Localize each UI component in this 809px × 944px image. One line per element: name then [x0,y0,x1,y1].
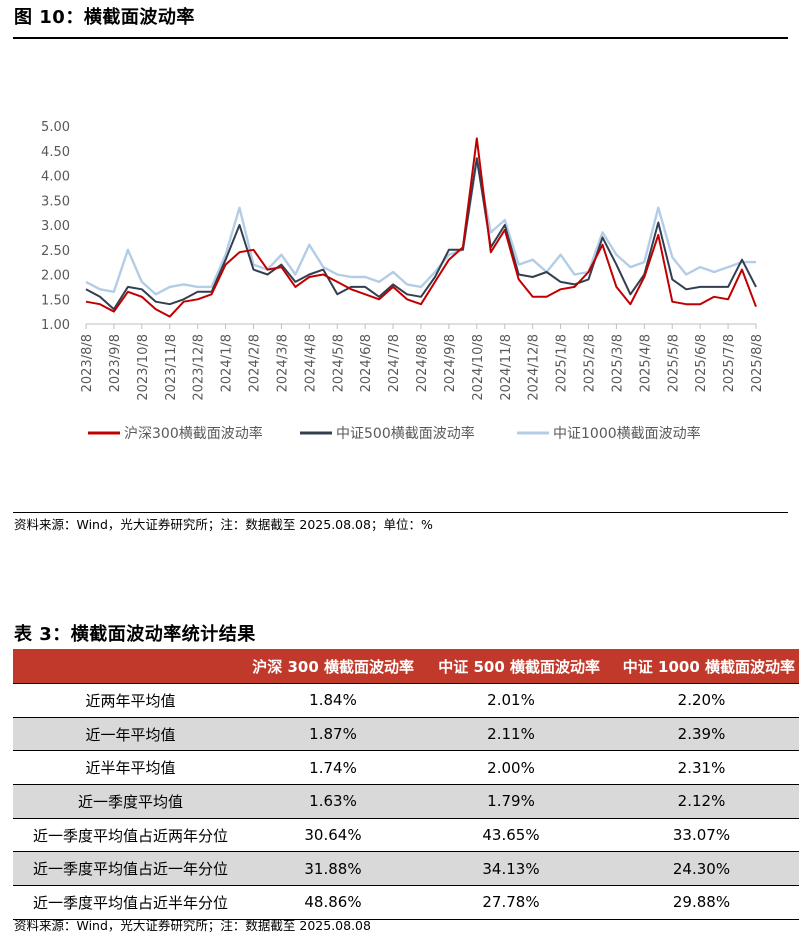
y-tick-label: 2.00 [41,269,70,284]
value-cell: 2.31% [604,750,799,785]
x-tick-label: 2023/8/8 [80,334,95,392]
x-tick-label: 2025/8/8 [750,334,765,392]
x-tick-label: 2025/6/8 [694,334,709,392]
x-tick-label: 2023/11/8 [164,334,179,401]
value-cell: 24.30% [604,851,799,886]
x-tick-label: 2023/10/8 [136,334,151,401]
x-tick-label: 2025/4/8 [638,334,653,392]
x-tick-label: 2025/5/8 [666,334,681,392]
table-row: 近一季度平均值 1.63% 1.79% 2.12% [13,784,799,819]
value-cell: 2.01% [418,683,604,718]
x-tick-label: 2024/1/8 [220,334,235,392]
value-cell: 31.88% [248,851,418,886]
y-tick-label: 4.50 [41,145,70,160]
value-cell: 1.79% [418,784,604,819]
x-tick-label: 2023/9/8 [108,334,123,392]
value-cell: 2.11% [418,716,604,751]
table-row: 近一季度平均值占近半年分位 48.86% 27.78% 29.88% [13,885,799,920]
header-zz500: 中证 500 横截面波动率 [418,649,604,684]
value-cell: 1.74% [248,750,418,785]
value-cell: 1.87% [248,716,418,751]
y-tick-label: 2.50 [41,244,70,259]
table-row: 近两年平均值 1.84% 2.01% 2.20% [13,683,799,718]
legend-label: 沪深300横截面波动率 [124,425,263,442]
x-axis: 2023/8/8 2023/9/8 2023/10/8 2023/11/8 2023/1… [80,323,765,401]
value-cell: 2.39% [604,716,799,751]
figure-source: 资料来源：Wind，光大证券研究所；注：数据截至 2025.08.08；单位：% [14,517,433,532]
header-hs300: 沪深 300 横截面波动率 [248,649,418,684]
row-label-cell: 近半年平均值 [13,750,248,785]
y-tick-label: 4.00 [41,170,70,185]
row-label-cell: 近一季度平均值占近一年分位 [13,851,248,886]
table-source: 资料来源：Wind，光大证券研究所；注：数据截至 2025.08.08 [14,918,371,933]
y-tick-label: 3.50 [41,194,70,209]
x-tick-label: 2024/10/8 [471,334,486,401]
row-label-cell: 近一季度平均值占近两年分位 [13,817,248,852]
volatility-line-chart: 5.00 4.50 4.00 3.50 3.00 2.50 2.00 1.50 1.00 202… [41,120,765,442]
y-tick-label: 3.00 [41,219,70,234]
series-line-2 [85,159,756,296]
x-tick-label: 2024/2/8 [248,334,263,392]
y-tick-label: 5.00 [41,120,70,135]
stats-table: 沪深 300 横截面波动率 中证 500 横截面波动率 中证 1000 横截面波… [13,649,799,920]
table-body: 近两年平均值 1.84% 2.01% 2.20% 近一年平均值 1.87% 2.11% 2.3… [13,683,799,920]
value-cell: 30.64% [248,817,418,852]
table-title: 表 3：横截面波动率统计结果 [14,624,256,645]
value-cell: 1.84% [248,683,418,718]
series-lines [85,137,757,318]
x-tick-label: 2024/12/8 [527,334,542,401]
figure-title: 图 10：横截面波动率 [14,7,195,28]
title-divider [13,37,788,39]
x-tick-label: 2025/7/8 [722,334,737,392]
x-tick-label: 2024/4/8 [303,334,318,392]
value-cell: 48.86% [248,885,418,920]
x-tick-label: 2024/6/8 [359,334,374,392]
legend-label: 中证1000横截面波动率 [553,425,701,442]
table-row: 近一季度平均值占近两年分位 30.64% 43.65% 33.07% [13,817,799,852]
x-tick-label: 2024/5/8 [331,334,346,392]
y-tick-label: 1.50 [41,293,70,308]
row-label-cell: 近一年平均值 [13,716,248,751]
row-label-cell: 近两年平均值 [13,683,248,718]
x-tick-label: 2025/3/8 [610,334,625,392]
value-cell: 43.65% [418,817,604,852]
value-cell: 2.20% [604,683,799,718]
y-axis: 5.00 4.50 4.00 3.50 3.00 2.50 2.00 1.50 1.00 [41,120,70,333]
value-cell: 1.63% [248,784,418,819]
header-cell-blank [13,649,248,684]
table-header-row: 沪深 300 横截面波动率 中证 500 横截面波动率 中证 1000 横截面波… [13,649,799,684]
series-line-0 [85,137,757,318]
row-label-cell: 近一季度平均值占近半年分位 [13,885,248,920]
x-tick-label: 2024/11/8 [499,334,514,401]
x-tick-label: 2024/7/8 [387,334,402,392]
value-cell: 2.12% [604,784,799,819]
table-row: 近一季度平均值占近一年分位 31.88% 34.13% 24.30% [13,851,799,886]
value-cell: 2.00% [418,750,604,785]
table-row: 近半年平均值 1.74% 2.00% 2.31% [13,750,799,785]
row-label-cell: 近一季度平均值 [13,784,248,819]
x-tick-label: 2025/2/8 [583,334,598,392]
header-zz1000: 中证 1000 横截面波动率 [604,649,799,684]
y-tick-label: 1.00 [41,318,70,333]
table-row: 近一年平均值 1.87% 2.11% 2.39% [13,716,799,751]
x-tick-label: 2024/3/8 [275,334,290,392]
value-cell: 29.88% [604,885,799,920]
value-cell: 27.78% [418,885,604,920]
x-tick-label: 2024/8/8 [415,334,430,392]
x-tick-label: 2025/1/8 [555,334,570,392]
figure-divider [13,512,788,513]
value-cell: 34.13% [418,851,604,886]
legend-label: 中证500横截面波动率 [336,425,475,442]
value-cell: 33.07% [604,817,799,852]
x-tick-label: 2024/9/8 [443,334,458,392]
chart-legend: 沪深300横截面波动率 中证500横截面波动率 中证1000横截面波动率 [88,425,701,442]
x-tick-label: 2023/12/8 [192,334,207,401]
